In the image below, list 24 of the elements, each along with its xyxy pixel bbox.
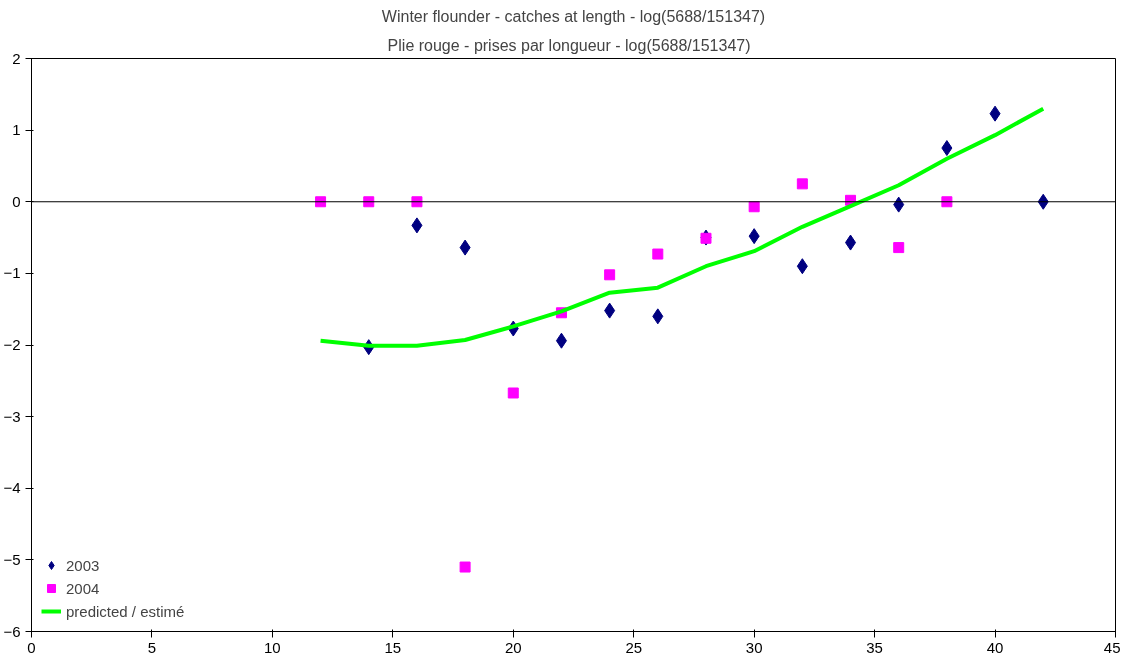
x-tick-label: 0 xyxy=(27,638,36,656)
x-tick-label: 45 xyxy=(1103,638,1121,656)
y-tick-label: −5 xyxy=(3,550,21,568)
x-tick-label: 35 xyxy=(866,638,883,656)
y-tick-label: −1 xyxy=(3,264,21,282)
y-tick-label: −6 xyxy=(3,622,21,640)
x-tick-label: 20 xyxy=(504,638,522,656)
y-tick-label: 2 xyxy=(12,49,21,67)
x-tick-label: 30 xyxy=(745,638,763,656)
legend-label: predicted / estimé xyxy=(66,602,185,620)
y-tick-label: −2 xyxy=(3,336,21,353)
y-tick-label: −4 xyxy=(3,479,21,497)
x-tick-label: 25 xyxy=(625,638,643,656)
x-tick-label: 15 xyxy=(384,638,402,656)
x-tick-label: 10 xyxy=(264,638,281,656)
chart-title: Winter flounder - catches at length - log(5688/151347) xyxy=(381,7,766,25)
chart-subtitle: Plie rouge - prises par longueur - log(5688/151347) xyxy=(387,36,751,54)
y-tick-label: 0 xyxy=(12,192,21,210)
legend-label: 2004 xyxy=(66,579,100,597)
legend-label: 2003 xyxy=(66,556,100,574)
y-tick-label: −3 xyxy=(3,407,21,425)
y-tick-label: 1 xyxy=(12,121,21,139)
x-tick-label: 5 xyxy=(147,638,157,656)
x-tick-label: 40 xyxy=(986,638,1004,656)
